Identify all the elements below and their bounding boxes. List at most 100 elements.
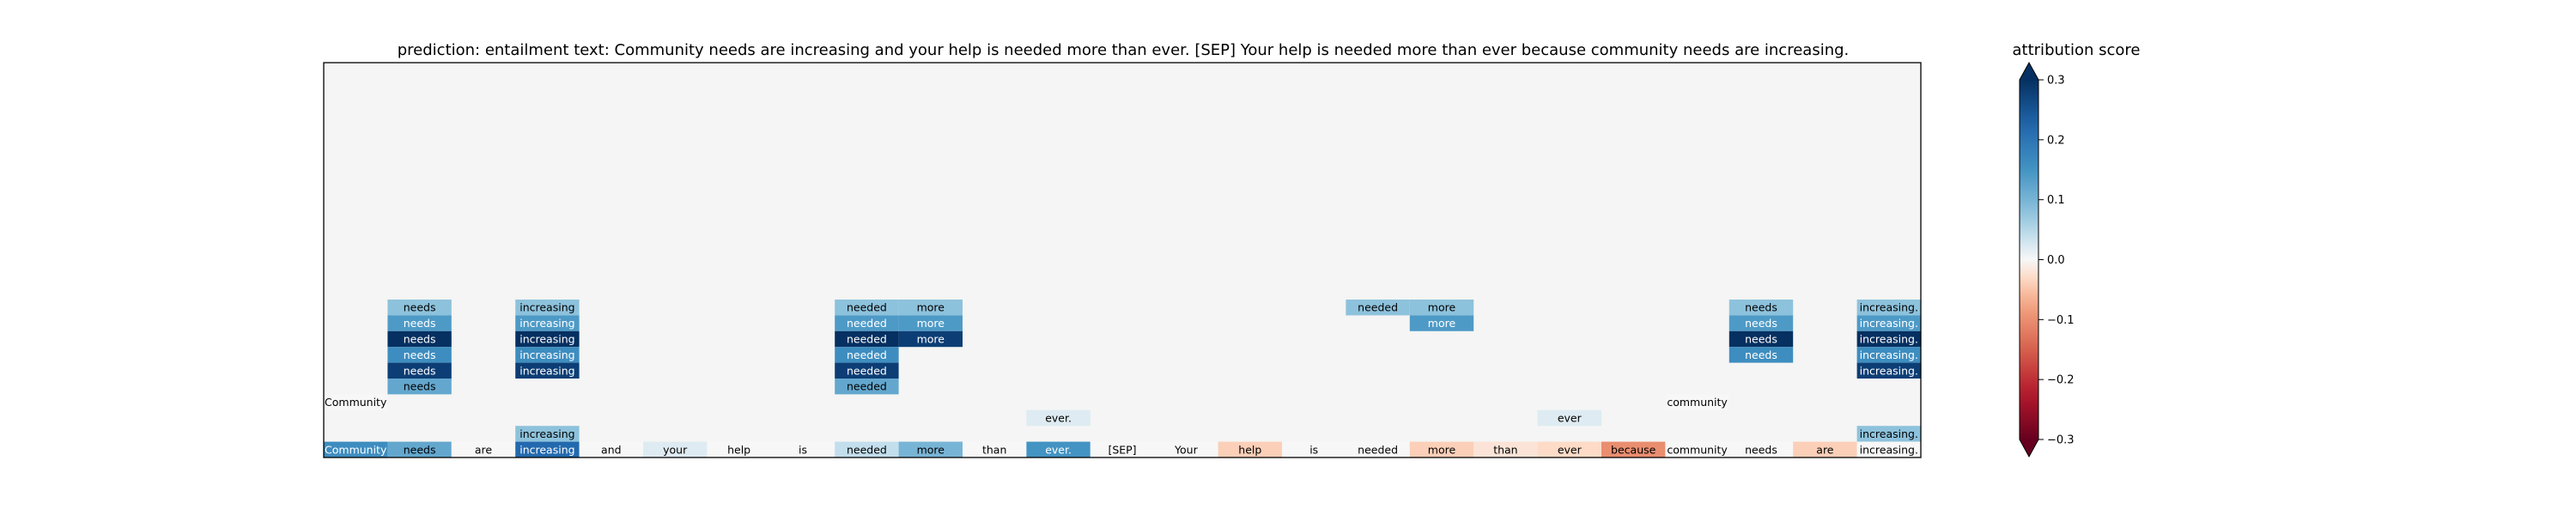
token-cell — [707, 441, 771, 457]
highlight-label: needed — [847, 348, 887, 361]
highlight-cell — [515, 347, 580, 363]
token-cell — [1218, 441, 1282, 457]
token-label: is — [799, 443, 807, 456]
highlight-cell — [898, 300, 963, 316]
heatmap-plot-area: needs needs needs needs needs needs increasing… — [324, 63, 1921, 457]
chart-title: prediction: entailment text: Community n… — [398, 41, 1850, 59]
token-label: more — [917, 443, 945, 456]
token-label: [SEP] — [1108, 443, 1136, 456]
plot-frame — [323, 62, 1922, 458]
highlight-cell — [1856, 300, 1921, 316]
token-label: than — [1493, 443, 1517, 456]
highlight-cell — [1409, 300, 1474, 316]
token-cell — [579, 441, 643, 457]
highlight-label: needs — [404, 364, 436, 377]
highlight-cell — [515, 330, 580, 348]
highlight-label: increasing — [519, 348, 574, 361]
token-label: Community — [325, 443, 387, 456]
token-label: is — [1309, 443, 1318, 456]
colorbar-tick-label: 0.2 — [2047, 134, 2065, 147]
highlight-label: more — [917, 333, 945, 346]
highlight-cell — [1728, 300, 1794, 316]
highlight-label: more — [1428, 301, 1456, 314]
token-cell — [451, 441, 516, 457]
highlight-cell — [1856, 315, 1921, 331]
highlight-cell — [515, 362, 580, 379]
colorbar-max-extension — [2020, 63, 2038, 80]
token-cell — [770, 441, 835, 457]
highlight-cell — [1856, 426, 1921, 442]
highlight-cell — [835, 315, 899, 331]
colorbar-min-extension — [2020, 439, 2038, 457]
highlight-label: increasing — [519, 317, 574, 330]
highlight-label: more — [917, 301, 945, 314]
highlight-cell — [387, 347, 452, 363]
highlight-cell — [898, 315, 963, 331]
highlight-label: needs — [1745, 348, 1777, 361]
token-cell — [1090, 441, 1155, 457]
highlight-cell — [1665, 394, 1729, 410]
highlight-label: needs — [1745, 333, 1777, 346]
token-cell — [1409, 441, 1474, 457]
token-label: ever — [1558, 443, 1583, 456]
highlight-cell — [1728, 330, 1794, 348]
highlight-label: increasing. — [1860, 301, 1918, 314]
highlight-cell — [387, 379, 452, 395]
token-cell — [1601, 441, 1666, 457]
highlight-label: needs — [404, 348, 436, 361]
token-cell — [898, 441, 963, 457]
highlight-label: needs — [1745, 317, 1777, 330]
highlight-cell — [898, 330, 963, 348]
highlight-cell — [515, 315, 580, 331]
highlight-label: needs — [404, 301, 436, 314]
token-label: than — [982, 443, 1006, 456]
highlight-label: increasing — [519, 301, 574, 314]
highlight-label: needs — [404, 317, 436, 330]
highlight-cell — [515, 300, 580, 316]
highlight-label: ever — [1558, 412, 1583, 425]
token-label: needs — [1745, 443, 1777, 456]
highlight-label: increasing. — [1860, 427, 1918, 440]
token-label: needs — [404, 443, 436, 456]
highlight-cell — [1409, 315, 1474, 331]
highlight-label: Community — [325, 396, 387, 409]
token-label: because — [1611, 443, 1656, 456]
token-label: your — [663, 443, 688, 456]
highlight-label: needed — [1358, 301, 1398, 314]
highlight-label: needed — [847, 364, 887, 377]
colorbar-tick-label: 0.3 — [2047, 75, 2065, 88]
token-cell — [1154, 441, 1218, 457]
highlight-label: needs — [404, 333, 436, 346]
highlight-label: needed — [847, 317, 887, 330]
highlight-label: needed — [847, 333, 887, 346]
token-cell — [835, 441, 899, 457]
highlight-label: ever. — [1045, 412, 1072, 425]
highlight-label: more — [917, 317, 945, 330]
highlight-cell — [1856, 362, 1921, 379]
colorbar-title: attribution score — [2013, 41, 2141, 59]
token-label: are — [475, 443, 493, 456]
token-cell — [1665, 441, 1729, 457]
highlight-label: needs — [1745, 301, 1777, 314]
highlight-label: increasing. — [1860, 364, 1918, 377]
highlight-cell — [835, 347, 899, 363]
token-cell — [963, 441, 1027, 457]
highlight-label: needed — [847, 301, 887, 314]
colorbar-gradient — [2020, 80, 2038, 439]
highlight-cell — [515, 426, 580, 442]
highlight-label: increasing — [519, 364, 574, 377]
highlight-cell — [387, 315, 452, 331]
token-label: needed — [847, 443, 887, 456]
highlight-label: increasing. — [1860, 348, 1918, 361]
token-label: Your — [1174, 443, 1199, 456]
token-cell — [324, 441, 388, 457]
highlight-cell — [1728, 347, 1794, 363]
highlight-cell — [1026, 409, 1091, 427]
colorbar: 0.3 0.2 0.1 0.0 −0.1 −0.2 −0.3 — [2019, 61, 2075, 458]
heatmap-background — [324, 63, 1921, 457]
highlight-label: increasing. — [1860, 333, 1918, 346]
token-label: increasing — [519, 443, 574, 456]
highlight-cell — [387, 300, 452, 316]
token-cell — [1537, 441, 1601, 457]
